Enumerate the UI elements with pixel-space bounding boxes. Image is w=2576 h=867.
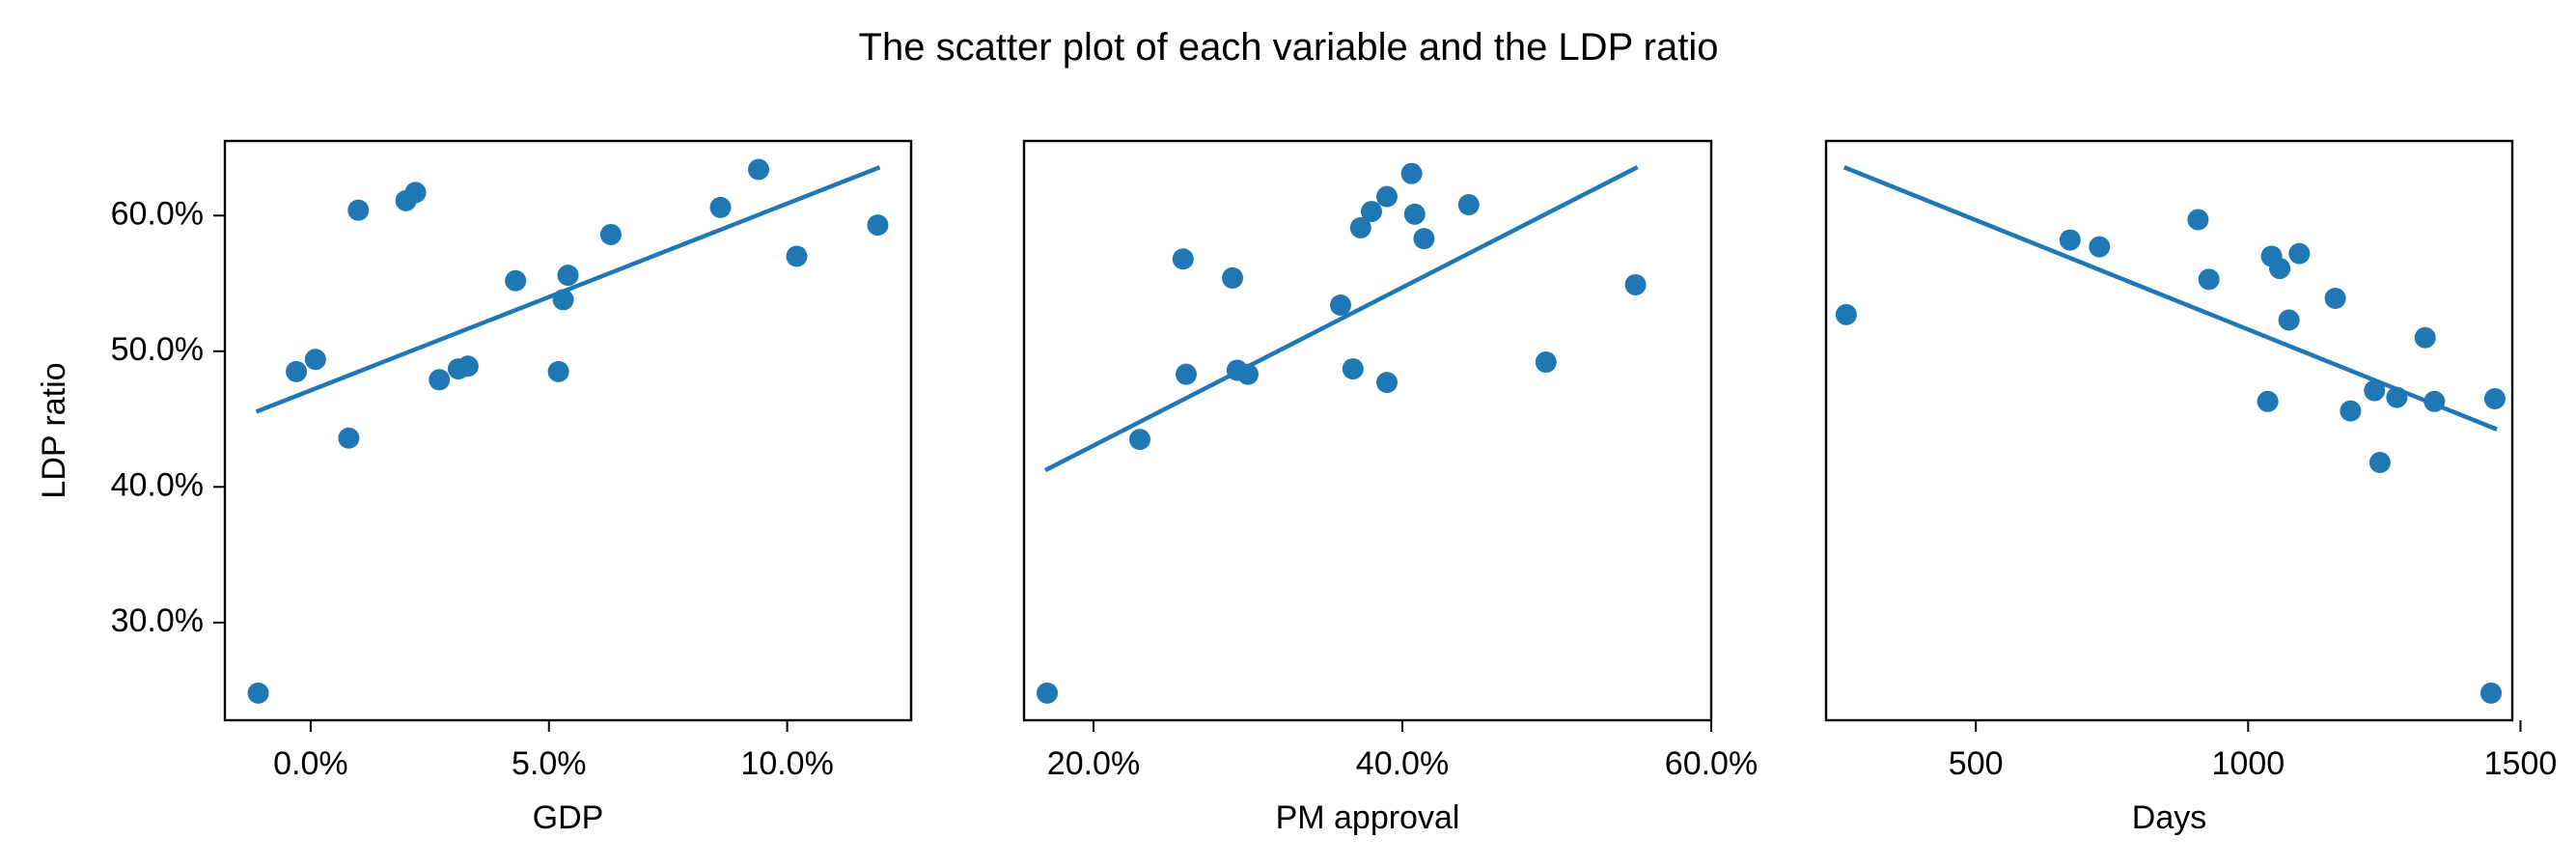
data-point (1342, 358, 1364, 380)
data-point (1403, 203, 1426, 225)
data-point (2059, 229, 2081, 251)
data-point (505, 269, 527, 292)
data-point (1129, 429, 1150, 451)
plot-frame (223, 139, 913, 722)
data-point (709, 196, 732, 218)
data-point (2386, 386, 2408, 408)
data-point (2288, 242, 2311, 265)
data-point (1535, 351, 1557, 374)
x-tick-label: 5.0% (512, 745, 587, 782)
data-point (2198, 268, 2220, 291)
data-point (2368, 452, 2391, 474)
data-point (2089, 236, 2111, 258)
data-point (1413, 228, 1435, 250)
y-tick-label: 60.0% (111, 195, 204, 232)
data-point (457, 355, 479, 378)
x-tick-label: 0.0% (273, 745, 348, 782)
data-point (1330, 294, 1351, 317)
data-point (1222, 266, 1243, 289)
data-point (2414, 326, 2436, 349)
data-point (1237, 363, 1259, 385)
data-point (338, 427, 360, 449)
chart-title: The scatter plot of each variable and th… (859, 26, 1719, 69)
x-axis-label: PM approval (1276, 799, 1460, 836)
data-point (557, 265, 579, 287)
x-tick-label: 500 (1949, 745, 2004, 782)
x-tick-label: 1500 (2484, 745, 2558, 782)
x-axis-label: Days (2132, 799, 2206, 836)
y-tick-label: 50.0% (111, 331, 204, 368)
data-point (347, 199, 370, 221)
data-point (786, 245, 808, 267)
data-point (1172, 248, 1194, 270)
data-point (429, 369, 451, 391)
data-point (286, 360, 308, 382)
data-point (1361, 201, 1382, 223)
data-point (2187, 209, 2209, 231)
regression-line (1842, 165, 2498, 432)
data-point (1400, 162, 1423, 184)
data-point (1376, 185, 1398, 208)
data-point (867, 214, 889, 237)
data-point (2479, 682, 2502, 704)
panel-3: 500 1000 1500 Days (1824, 139, 2558, 836)
x-tick-label: 40.0% (1356, 745, 1449, 782)
panel-2: 20.0% 40.0% 60.0% PM approval (1022, 139, 1758, 836)
panels-layer: 0.0% 5.0% 10.0%GDP30.0%40.0%50.0%60.0%20.0… (111, 139, 2558, 836)
x-tick-label: 20.0% (1047, 745, 1140, 782)
regression-line (1043, 165, 1639, 473)
data-point (247, 682, 269, 704)
x-tick-label: 10.0% (740, 745, 833, 782)
data-point (304, 349, 326, 371)
y-tick-label: 30.0% (111, 602, 204, 639)
y-tick-label: 40.0% (111, 466, 204, 503)
data-point (1176, 363, 1197, 385)
data-point (599, 223, 622, 245)
data-point (552, 289, 574, 311)
data-point (404, 182, 427, 204)
panel-1: 0.0% 5.0% 10.0% GDP 30.0% 40.0% 50.0% 60.0% (111, 139, 913, 836)
y-axis-label: LDP ratio (36, 362, 72, 498)
data-point (2278, 309, 2300, 331)
data-point (1349, 216, 1371, 238)
regression-line (255, 165, 881, 414)
data-point (1457, 194, 1480, 216)
data-point (547, 360, 569, 382)
plot-frame (1022, 139, 1713, 722)
x-tick-label: 60.0% (1665, 745, 1758, 782)
data-point (748, 158, 769, 181)
data-point (2340, 400, 2362, 422)
data-point (2424, 390, 2446, 412)
data-point (1835, 303, 1857, 325)
data-point (2269, 258, 2291, 280)
data-point (2257, 390, 2279, 412)
data-point (1376, 372, 1398, 394)
data-point (2483, 387, 2506, 409)
data-point (2364, 379, 2386, 402)
x-axis-label: GDP (533, 799, 604, 836)
x-tick-label: 1000 (2212, 745, 2285, 782)
data-point (2324, 287, 2346, 309)
data-point (1624, 273, 1647, 295)
data-point (1037, 682, 1058, 704)
plot-frame (1824, 139, 2514, 722)
